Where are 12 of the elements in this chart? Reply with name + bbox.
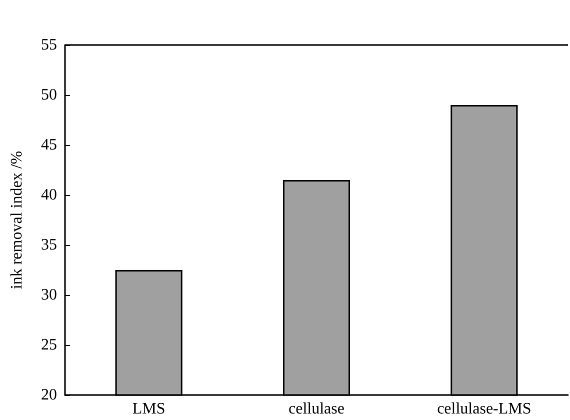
y-tick-label: 50 xyxy=(41,86,57,104)
y-axis-title: ink removal index /% xyxy=(8,150,26,290)
y-tick-label: 25 xyxy=(41,336,57,354)
y-tick-label: 20 xyxy=(41,386,57,404)
y-tick-label: 30 xyxy=(41,286,57,304)
y-tick-label: 45 xyxy=(41,136,57,154)
x-tick-label: cellulase-LMS xyxy=(437,400,532,418)
y-tick-label: 55 xyxy=(41,36,57,54)
y-tick-label: 40 xyxy=(41,186,57,204)
y-tick-label: 35 xyxy=(41,236,57,254)
x-tick-label: cellulase xyxy=(288,400,344,418)
x-tick-label: LMS xyxy=(132,400,166,418)
